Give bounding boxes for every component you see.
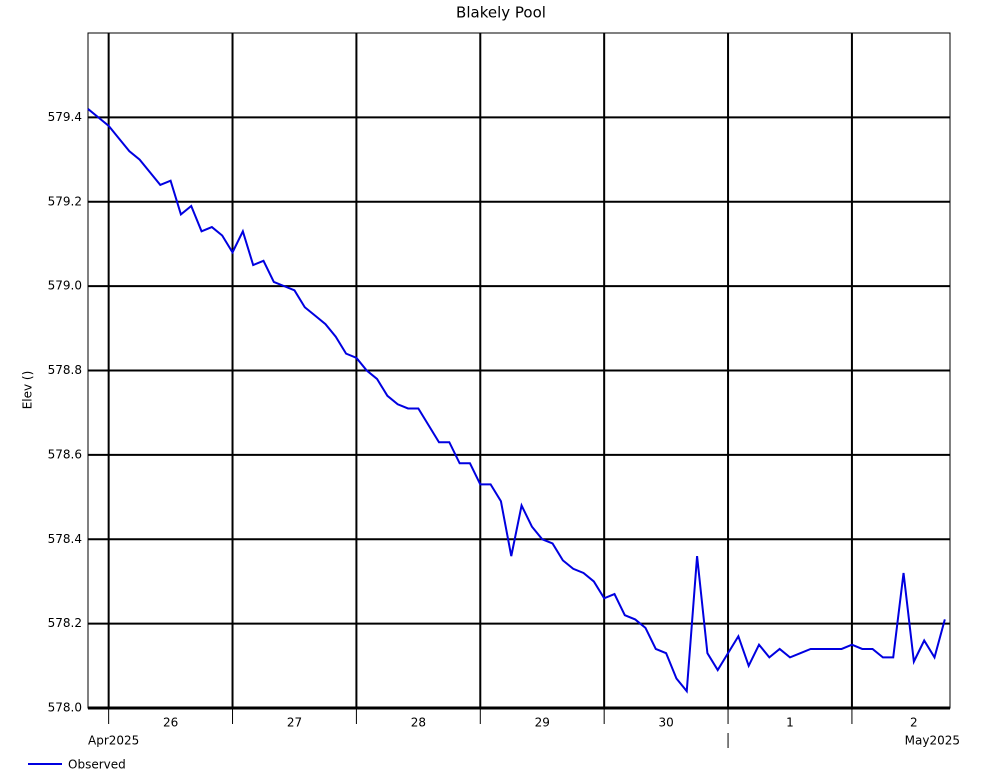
chart-title: Blakely Pool xyxy=(456,4,546,22)
y-tick-label: 579.2 xyxy=(48,194,82,208)
x-tick-label: 2 xyxy=(910,716,918,730)
month-label: Apr2025 xyxy=(88,734,139,748)
x-tick-label: 1 xyxy=(786,716,794,730)
x-tick-label: 29 xyxy=(535,716,550,730)
y-axis-label: Elev () xyxy=(21,371,35,410)
y-tick-label: 579.0 xyxy=(48,279,82,293)
y-tick-label: 578.8 xyxy=(48,363,82,377)
y-tick-label: 578.4 xyxy=(48,532,82,546)
y-tick-label: 578.6 xyxy=(48,447,82,461)
x-tick-label: 30 xyxy=(658,716,673,730)
y-tick-label: 578.0 xyxy=(48,701,82,715)
data-line xyxy=(87,108,946,694)
legend-label: Observed xyxy=(68,758,126,772)
x-tick-label: 26 xyxy=(163,716,178,730)
x-tick-label: 28 xyxy=(411,716,426,730)
y-tick-label: 579.4 xyxy=(48,110,82,124)
x-tick-label: 27 xyxy=(287,716,302,730)
month-label: May2025 xyxy=(905,734,960,748)
y-tick-label: 578.2 xyxy=(48,616,82,630)
